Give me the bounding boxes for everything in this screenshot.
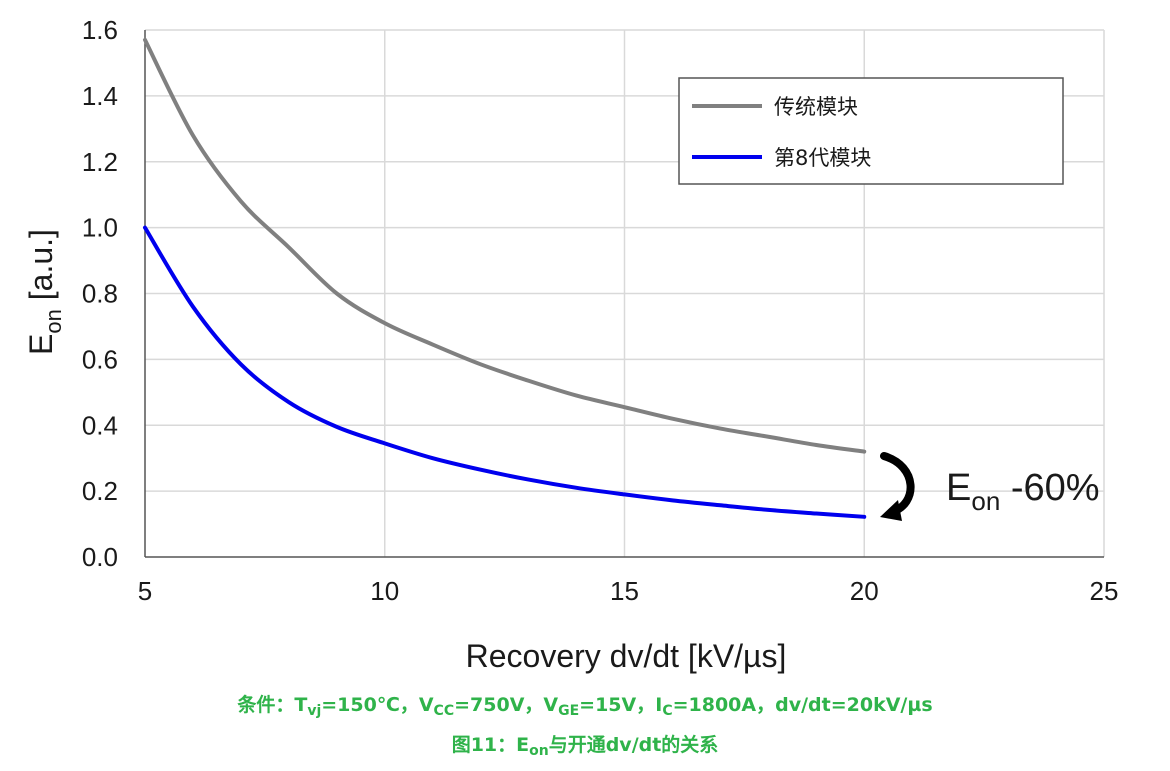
y-tick-label: 0.4: [82, 410, 118, 440]
legend-label-gen8: 第8代模块: [774, 146, 871, 170]
axes: [144, 30, 1104, 558]
caption-conditions: 条件：Tvj=150℃，VCC=750V，VGE=15V，IC=1800A，dv…: [237, 694, 933, 719]
legend-label-traditional: 传统模块: [774, 95, 858, 119]
annotation-rest: -60%: [1000, 467, 1099, 509]
y-tick-label: 0.2: [82, 476, 118, 506]
y-tick-label: 1.0: [82, 213, 118, 243]
x-tick-label: 10: [370, 576, 399, 606]
y-tick-label: 1.4: [82, 81, 118, 111]
y-axis-title: Eon [a.u.]: [23, 229, 66, 355]
y-axis-title-sub: on: [41, 309, 66, 333]
x-tick-label: 25: [1090, 576, 1119, 606]
y-tick-label: 0.6: [82, 344, 118, 374]
legend-box: [678, 77, 1064, 185]
annotation-main: E: [946, 467, 971, 509]
curved-down-arrow-icon: [880, 452, 915, 521]
x-tick-label: 15: [610, 576, 639, 606]
y-tick-labels: 0.0 0.2 0.4 0.6 0.8 1.0 1.2 1.4 1.6: [82, 15, 118, 572]
reduction-annotation: Eon -60%: [880, 452, 1100, 521]
x-axis-title: Recovery dv/dt [kV/µs]: [466, 638, 787, 674]
x-tick-label: 20: [850, 576, 879, 606]
series-lines: [143, 37, 867, 519]
caption-figure-title: 图11：Eon与开通dv/dt的关系: [451, 734, 719, 759]
series-line-1: [143, 225, 867, 519]
annotation-sub: on: [971, 486, 1000, 516]
series-line-0: [143, 37, 867, 454]
annotation-text: Eon -60%: [946, 467, 1100, 516]
y-axis-title-rest: [a.u.]: [23, 229, 59, 309]
x-tick-label: 5: [138, 576, 152, 606]
y-tick-label: 1.2: [82, 147, 118, 177]
y-axis-title-main: E: [23, 334, 59, 355]
legend: 传统模块 第8代模块: [678, 77, 1064, 185]
y-tick-label: 0.8: [82, 279, 118, 309]
y-tick-label: 0.0: [82, 542, 118, 572]
y-tick-label: 1.6: [82, 15, 118, 45]
line-chart: 5 10 15 20 25 0.0 0.2 0.4 0.6 0.8 1.0 1.2 1.4 1.6 Re…: [23, 15, 1119, 674]
x-tick-labels: 5 10 15 20 25: [138, 576, 1119, 606]
